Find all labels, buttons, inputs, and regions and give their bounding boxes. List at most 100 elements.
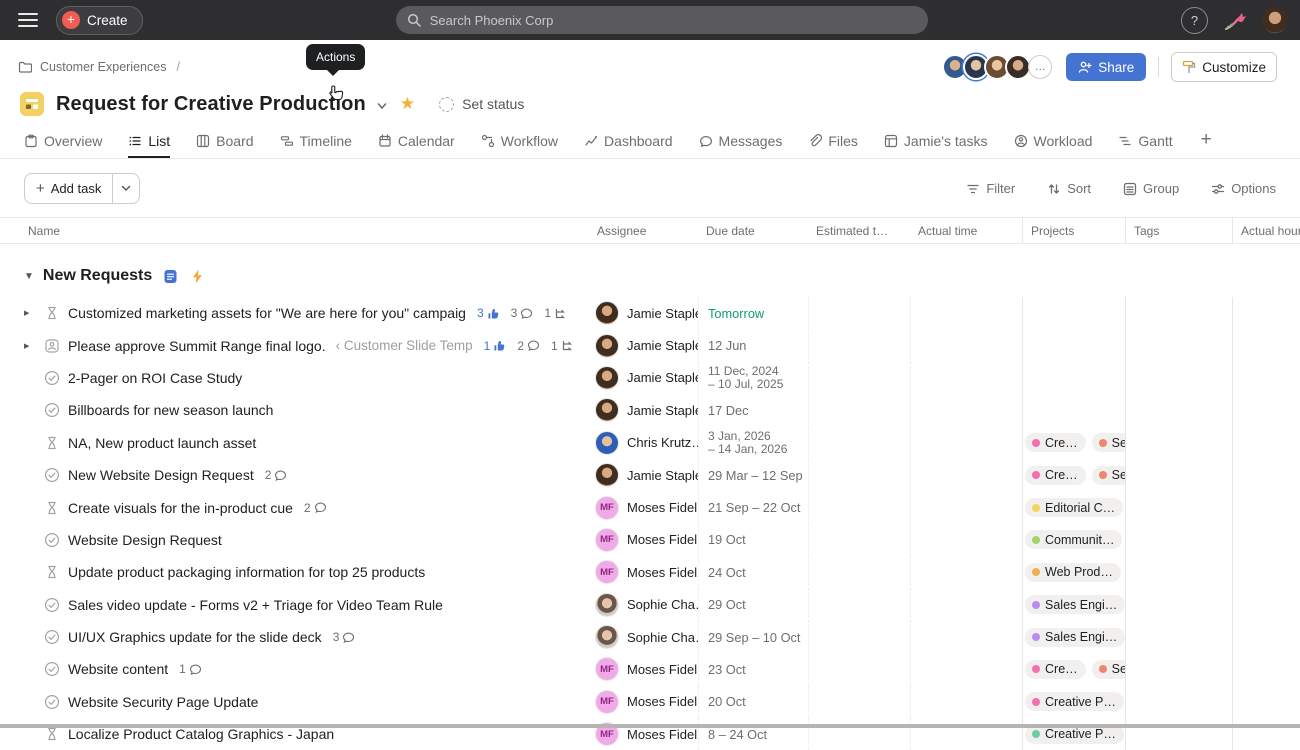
actual-time-cell[interactable] xyxy=(910,620,1022,654)
due-date-cell[interactable]: 29 Sep – 10 Oct xyxy=(698,620,808,654)
task-type-icon[interactable] xyxy=(43,500,61,516)
due-date-cell[interactable]: 3 Jan, 2026 – 14 Jan, 2026 xyxy=(698,426,808,459)
projects-cell[interactable]: Creative P… xyxy=(1022,685,1125,719)
sort-button[interactable]: Sort xyxy=(1047,181,1091,196)
dependency-link[interactable]: ‹ Customer Slide Temp xyxy=(335,338,473,354)
project-pill[interactable]: Sales Engi… xyxy=(1025,595,1125,615)
assignee-avatar[interactable] xyxy=(595,625,619,650)
column-header[interactable]: Due date xyxy=(706,223,755,238)
tags-cell[interactable] xyxy=(1125,394,1232,427)
column-header[interactable]: Assignee xyxy=(597,223,647,238)
actual-hours-cell[interactable] xyxy=(1232,685,1300,719)
actual-time-cell[interactable] xyxy=(910,685,1022,719)
tab[interactable]: Workflow xyxy=(481,127,558,158)
set-status-button[interactable]: Set status xyxy=(439,96,524,112)
actual-time-cell[interactable] xyxy=(910,588,1022,621)
project-pill[interactable]: Sea… xyxy=(1091,659,1125,679)
section-doc-icon[interactable] xyxy=(163,269,178,284)
projects-cell[interactable] xyxy=(1022,297,1125,330)
projects-cell[interactable]: Sales Engi… xyxy=(1022,588,1125,621)
due-date-cell[interactable]: Tomorrow xyxy=(698,297,808,330)
assignee-avatar[interactable] xyxy=(595,463,619,488)
projects-cell[interactable]: Editorial C… xyxy=(1022,491,1125,524)
estimated-time-cell[interactable] xyxy=(808,458,910,492)
project-pill[interactable]: Editorial C… xyxy=(1025,498,1124,518)
estimated-time-cell[interactable] xyxy=(808,394,910,427)
projects-cell[interactable]: Web Prod… xyxy=(1022,556,1125,589)
tab[interactable]: Timeline xyxy=(280,127,352,158)
actual-time-cell[interactable] xyxy=(910,361,1022,395)
task-title[interactable]: NA, New product launch asset xyxy=(68,434,257,451)
assignee-avatar[interactable]: MF xyxy=(595,495,619,520)
comments-count[interactable]: 3 xyxy=(511,306,534,320)
table-row[interactable]: 2-Pager on ROI Case Study Jamie Staples … xyxy=(0,361,1300,395)
actual-time-cell[interactable] xyxy=(910,523,1022,557)
assignee-avatar[interactable] xyxy=(595,301,619,326)
subtasks-count[interactable]: 1 xyxy=(551,339,574,353)
assignee-cell[interactable]: MF Moses Fidel xyxy=(590,491,698,523)
tags-cell[interactable] xyxy=(1125,556,1232,589)
column-header[interactable]: Tags xyxy=(1125,218,1232,243)
task-title[interactable]: Website content xyxy=(68,661,169,678)
tab[interactable]: Workload xyxy=(1014,127,1092,158)
tags-cell[interactable] xyxy=(1125,620,1232,654)
tags-cell[interactable] xyxy=(1125,458,1232,492)
table-row[interactable]: ▶ Please approve Summit Range final logo… xyxy=(0,329,1300,362)
assignee-cell[interactable]: MF Moses Fidel xyxy=(590,686,698,718)
assignee-avatar[interactable] xyxy=(595,430,619,455)
more-collaborators-button[interactable]: … xyxy=(1028,55,1053,79)
comments-count[interactable]: 2 xyxy=(304,501,327,515)
user-avatar[interactable] xyxy=(1262,7,1288,33)
actual-hours-cell[interactable] xyxy=(1232,588,1300,621)
assignee-cell[interactable]: MF Moses Fidel xyxy=(590,718,698,750)
comments-count[interactable]: 2 xyxy=(265,468,288,482)
estimated-time-cell[interactable] xyxy=(808,653,910,686)
project-pill[interactable]: Cre… xyxy=(1025,465,1086,485)
task-type-icon[interactable] xyxy=(43,402,61,418)
project-pill[interactable]: Sea… xyxy=(1091,465,1125,485)
collaborator-avatar[interactable] xyxy=(1005,54,1032,80)
assignee-avatar[interactable] xyxy=(595,365,619,390)
task-type-icon[interactable] xyxy=(43,629,61,645)
actual-hours-cell[interactable] xyxy=(1232,394,1300,427)
assignee-cell[interactable]: Sophie Cha… xyxy=(590,589,698,621)
actual-time-cell[interactable] xyxy=(910,556,1022,589)
tab[interactable]: Messages xyxy=(699,127,782,158)
tags-cell[interactable] xyxy=(1125,685,1232,719)
assignee-avatar[interactable] xyxy=(595,398,619,423)
create-button[interactable]: + Create xyxy=(56,5,143,35)
task-type-icon[interactable] xyxy=(43,726,61,742)
actual-time-cell[interactable] xyxy=(910,491,1022,524)
projects-cell[interactable]: Cre… Sea… xyxy=(1022,426,1125,459)
tags-cell[interactable] xyxy=(1125,523,1232,557)
task-title[interactable]: Customized marketing assets for "We are … xyxy=(68,305,466,322)
comments-count[interactable]: 3 xyxy=(333,630,356,644)
horizontal-scrollbar[interactable] xyxy=(0,724,1300,728)
estimated-time-cell[interactable] xyxy=(808,297,910,330)
projects-cell[interactable]: Creative P… xyxy=(1022,718,1125,750)
actual-hours-cell[interactable] xyxy=(1232,297,1300,330)
projects-cell[interactable]: Cre… Sea… xyxy=(1022,653,1125,686)
table-row[interactable]: Update product packaging information for… xyxy=(0,556,1300,589)
project-pill[interactable]: Cre… xyxy=(1025,433,1086,453)
due-date-cell[interactable]: 23 Oct xyxy=(698,653,808,686)
comments-count[interactable]: 1 xyxy=(179,662,202,676)
options-button[interactable]: Options xyxy=(1211,181,1276,196)
sidebar-toggle-icon[interactable] xyxy=(18,13,38,27)
task-title[interactable]: Localize Product Catalog Graphics - Japa… xyxy=(68,726,335,743)
expand-caret-icon[interactable]: ▶ xyxy=(24,342,30,350)
estimated-time-cell[interactable] xyxy=(808,588,910,621)
assignee-avatar[interactable]: MF xyxy=(595,657,619,682)
actual-hours-cell[interactable] xyxy=(1232,653,1300,686)
estimated-time-cell[interactable] xyxy=(808,718,910,750)
assignee-avatar[interactable]: MF xyxy=(595,689,619,714)
actual-hours-cell[interactable] xyxy=(1232,329,1300,362)
tab[interactable]: Dashboard xyxy=(584,127,673,158)
estimated-time-cell[interactable] xyxy=(808,329,910,362)
tab[interactable]: Board xyxy=(196,127,254,158)
favorite-star-icon[interactable]: ★ xyxy=(399,94,416,113)
share-button[interactable]: Share xyxy=(1066,53,1147,81)
actual-hours-cell[interactable] xyxy=(1232,718,1300,750)
actual-time-cell[interactable] xyxy=(910,653,1022,686)
projects-cell[interactable]: Cre… Sea… xyxy=(1022,458,1125,492)
